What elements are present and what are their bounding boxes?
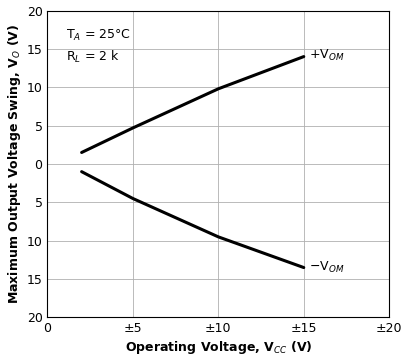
Text: −V$_{OM}$: −V$_{OM}$ (309, 260, 344, 275)
Text: T$_A$ = 25°C: T$_A$ = 25°C (66, 28, 131, 42)
Text: +V$_{OM}$: +V$_{OM}$ (309, 47, 344, 63)
Y-axis label: Maximum Output Voltage Swing, V$_O$ (V): Maximum Output Voltage Swing, V$_O$ (V) (6, 24, 22, 304)
Text: R$_L$ = 2 k: R$_L$ = 2 k (66, 49, 120, 65)
X-axis label: Operating Voltage, V$_{CC}$ (V): Operating Voltage, V$_{CC}$ (V) (124, 340, 312, 357)
